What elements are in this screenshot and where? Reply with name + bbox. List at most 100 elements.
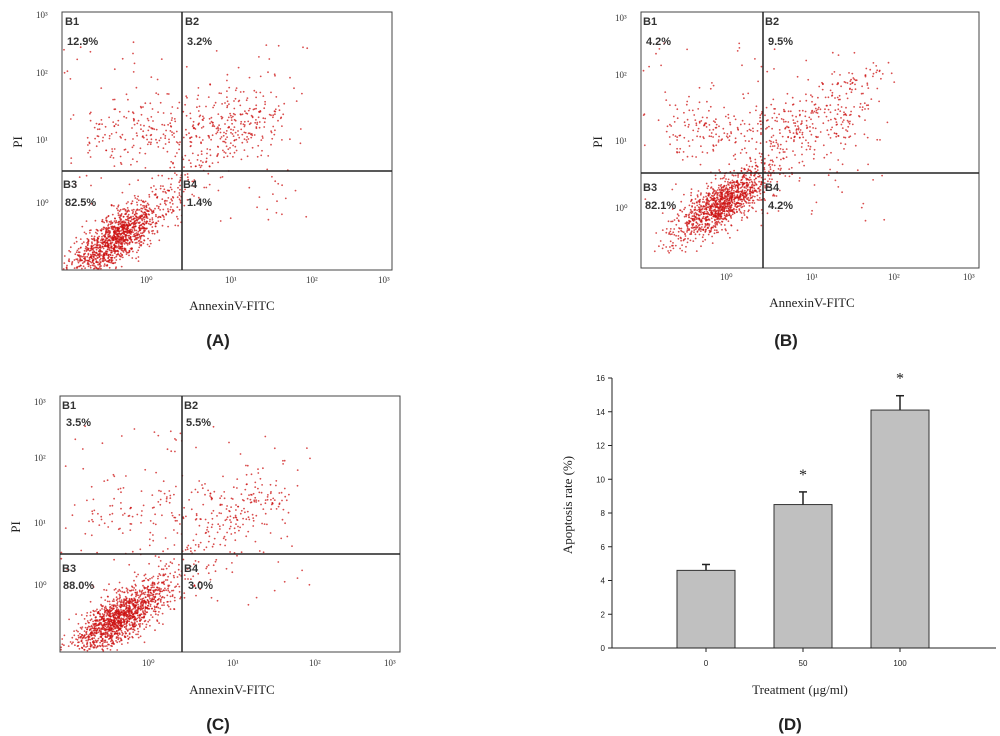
scatter-dot: [872, 179, 874, 181]
scatter-dot: [123, 609, 126, 612]
scatter-dot: [760, 224, 763, 227]
scatter-dot: [104, 253, 107, 255]
scatter-dot: [831, 51, 834, 54]
scatter-dot: [77, 247, 80, 250]
scatter-dot: [730, 224, 733, 227]
scatter-dot: [726, 190, 729, 193]
scatter-dot: [684, 233, 686, 235]
scatter-dot: [688, 204, 691, 207]
scatter-dot: [748, 181, 751, 184]
scatter-dot: [121, 254, 124, 257]
scatter-dot: [83, 618, 86, 620]
scatter-dot: [701, 207, 704, 210]
scatter-dot: [686, 100, 689, 103]
scatter-dot: [185, 114, 188, 117]
scatter-dot: [707, 233, 710, 236]
scatter-dot: [772, 169, 775, 172]
scatter-dot: [711, 205, 714, 208]
scatter-dot: [260, 491, 263, 494]
scatter-dot: [75, 613, 77, 616]
scatter-dot: [250, 114, 253, 117]
scatter-dot: [157, 581, 160, 584]
scatter-dot: [85, 245, 87, 248]
quadrant-b4-name: B4: [765, 182, 780, 194]
scatter-dot: [777, 143, 779, 146]
scatter-dot: [192, 127, 195, 130]
scatter-dot: [210, 138, 213, 141]
scatter-dot: [123, 230, 125, 233]
scatter-dot: [243, 149, 246, 152]
scatter-dot: [103, 265, 106, 267]
scatter-dot: [113, 125, 116, 127]
scatter-dot: [124, 595, 127, 598]
scatter-dot: [158, 573, 161, 575]
scatter-dot: [807, 78, 810, 81]
scatter-dot: [122, 602, 125, 604]
scatter-dot: [226, 531, 229, 534]
scatter-dot: [698, 229, 700, 231]
scatter-dot: [722, 218, 725, 221]
scatter-dot: [132, 144, 135, 147]
scatter-dot: [170, 160, 173, 163]
scatter-dot: [83, 260, 86, 263]
scatter-dot: [171, 208, 174, 211]
scatter-dot: [798, 161, 801, 164]
scatter-dot: [176, 583, 179, 586]
scatter-dot: [189, 112, 192, 115]
scatter-dot: [103, 263, 106, 266]
scatter-dot: [127, 611, 129, 613]
scatter-dot: [90, 631, 92, 634]
scatter-dot: [114, 627, 117, 630]
scatter-dot: [703, 210, 706, 213]
scatter-dot: [719, 189, 721, 191]
scatter-dot: [671, 188, 674, 191]
quadrant-b4-name: B4: [183, 179, 198, 191]
scatter-dot: [696, 204, 699, 207]
scatter-dot: [140, 106, 143, 109]
scatter-dot: [753, 202, 756, 204]
scatter-dot: [159, 209, 162, 211]
scatter-dot: [727, 113, 730, 116]
scatter-dot: [86, 643, 88, 646]
scatter-dot: [147, 203, 150, 206]
scatter-dot: [171, 131, 173, 134]
scatter-dot: [800, 146, 803, 148]
scatter-dot: [275, 96, 278, 98]
scatter-dot: [162, 550, 165, 553]
scatter-dot: [126, 224, 129, 227]
scatter-dot: [75, 240, 78, 243]
scatter-dot: [718, 218, 721, 221]
scatter-dot: [247, 530, 250, 533]
scatter-dot: [810, 112, 813, 114]
scatter-dot: [93, 637, 96, 639]
scatter-dot: [77, 251, 80, 254]
scatter-dot: [135, 624, 138, 626]
scatter-dot: [106, 626, 108, 629]
scatter-dot: [115, 249, 117, 252]
scatter-dot: [819, 131, 822, 133]
scatter-dot: [118, 220, 121, 223]
scatter-dot: [167, 177, 170, 180]
scatter-dot: [97, 263, 99, 266]
scatter-dot: [169, 561, 172, 564]
scatter-dot: [144, 573, 147, 576]
scatter-dot: [163, 200, 166, 203]
scatter-dot: [698, 208, 701, 211]
scatter-dot: [736, 194, 739, 197]
scatter-dot: [715, 118, 717, 121]
scatter-dot: [202, 161, 204, 164]
scatter-dot: [135, 229, 138, 232]
scatter-dot: [863, 102, 866, 105]
scatter-dot: [676, 108, 679, 111]
scatter-dot: [234, 119, 237, 122]
scatter-dot: [867, 163, 869, 166]
scatter-dot: [91, 241, 93, 244]
scatter-dot: [111, 634, 114, 637]
scatter-dot: [132, 215, 135, 218]
scatter-dot: [132, 615, 135, 618]
scatter-dot: [678, 227, 681, 230]
scatter-dot: [140, 244, 143, 246]
scatter-dot: [817, 115, 820, 118]
scatter-dot: [277, 182, 280, 185]
scatter-dot: [114, 217, 116, 220]
